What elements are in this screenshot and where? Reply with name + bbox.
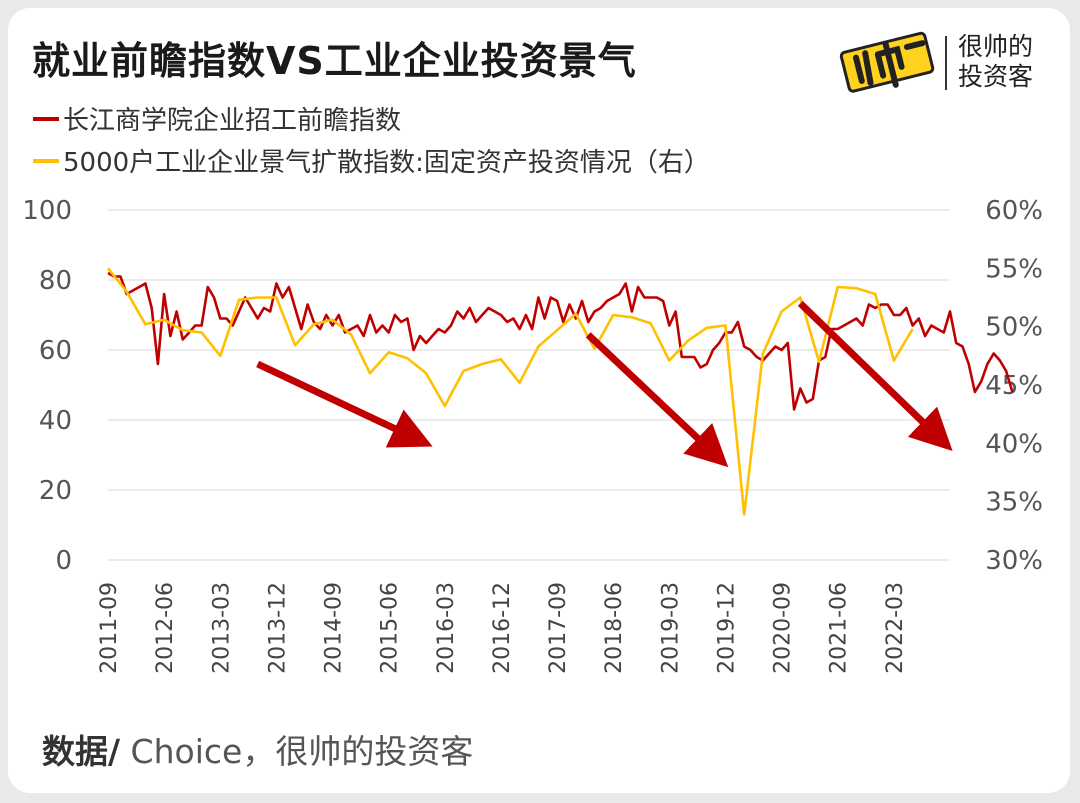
- series-line-recruitment: [107, 271, 1014, 411]
- x-tick-label: 2011-09: [97, 582, 122, 674]
- x-tick-label: 2019-12: [714, 582, 739, 674]
- chart-title: 就业前瞻指数VS工业企业投资景气: [32, 39, 637, 83]
- left-tick-label: 60: [39, 336, 72, 366]
- legend-label-investment: 5000户工业企业景气扩散指数:固定资产投资情况（右）: [63, 148, 710, 178]
- x-tick-label: 2013-03: [209, 582, 234, 674]
- shuai-logo-icon: [839, 31, 935, 93]
- x-tick-label: 2015-06: [378, 582, 403, 674]
- left-tick-label: 20: [39, 476, 72, 506]
- series-lines: [106, 267, 1014, 516]
- right-tick-label: 40%: [985, 429, 1043, 459]
- x-axis-ticks: 2011-09 2012-06 2013-03 2013-12 2014-09 2015-…: [97, 582, 908, 674]
- left-axis-ticks: 0 20 40 60 80 100: [22, 196, 72, 576]
- source-text: Choice，很帅的投资客: [120, 732, 474, 771]
- logo-divider: [945, 36, 947, 90]
- right-tick-label: 30%: [985, 546, 1043, 576]
- trend-arrow: [256, 360, 433, 448]
- grid-lines: [108, 209, 950, 561]
- left-tick-label: 40: [39, 406, 72, 436]
- x-tick-label: 2018-06: [602, 582, 627, 674]
- x-tick-label: 2017-09: [546, 582, 571, 674]
- legend-label-recruitment: 长江商学院企业招工前瞻指数: [63, 106, 402, 136]
- right-tick-label: 50%: [985, 313, 1043, 343]
- source-prefix: 数据/: [42, 732, 121, 771]
- x-tick-label: 2012-06: [153, 582, 178, 674]
- left-tick-label: 80: [39, 266, 72, 296]
- x-tick-label: 2019-03: [658, 582, 683, 674]
- trend-arrow: [797, 300, 953, 451]
- legend-entry-investment: 5000户工业企业景气扩散指数:固定资产投资情况（右）: [33, 142, 710, 179]
- legend-swatch-yellow: [33, 158, 59, 163]
- trend-arrows: [256, 300, 953, 468]
- left-tick-label: 100: [22, 196, 72, 226]
- left-tick-label: 0: [55, 546, 72, 576]
- right-tick-label: 45%: [985, 371, 1043, 401]
- brand-name: 很帅的 投资客: [958, 32, 1033, 92]
- brand-logo: 很帅的 投资客: [838, 30, 1038, 95]
- brand-line-2: 投资客: [958, 62, 1034, 91]
- x-tick-label: 2014-09: [322, 582, 347, 674]
- legend-swatch-red: [33, 116, 59, 121]
- brand-line-1: 很帅的: [958, 32, 1034, 61]
- legend-entry-recruitment: 长江商学院企业招工前瞻指数: [33, 100, 401, 137]
- x-tick-label: 2021-06: [827, 582, 852, 674]
- x-tick-label: 2016-03: [434, 582, 459, 674]
- x-tick-label: 2022-03: [883, 582, 908, 674]
- trend-arrow: [585, 332, 729, 468]
- x-tick-label: 2016-12: [490, 582, 515, 674]
- x-tick-label: 2013-12: [265, 582, 290, 674]
- x-tick-label: 2020-09: [771, 582, 796, 674]
- series-line-investment: [106, 267, 914, 516]
- source-note: 数据/ Choice，很帅的投资客: [42, 725, 473, 773]
- right-axis-ticks: 30% 35% 40% 45% 50% 55% 60%: [985, 196, 1043, 576]
- chart-card: [8, 8, 1070, 793]
- right-tick-label: 55%: [985, 254, 1043, 284]
- right-tick-label: 35%: [985, 488, 1043, 518]
- right-tick-label: 60%: [985, 196, 1043, 226]
